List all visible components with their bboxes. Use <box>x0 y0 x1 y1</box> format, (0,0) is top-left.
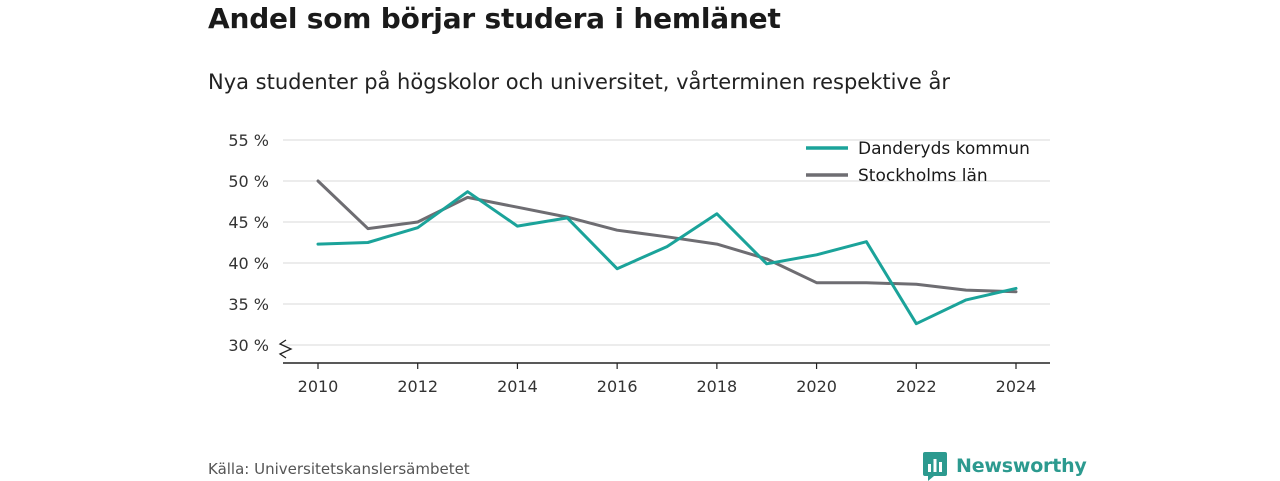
source-note: Källa: Universitetskanslersämbetet <box>208 460 470 478</box>
axes: 30 % 35 % 40 % 45 % 50 % 55 % 2010 2012 2014 2016… <box>228 131 1050 396</box>
legend: Danderyds kommun Stockholms län <box>806 139 1030 186</box>
series-lines <box>316 179 1018 326</box>
chart-subtitle: Nya studenter på högskolor och universit… <box>208 70 950 94</box>
series-line-stockholms-lan <box>316 179 1018 294</box>
series-line-danderyds-kommun <box>316 190 1018 326</box>
brand-logo: Newsworthy <box>922 451 1087 481</box>
y-tick-label: 35 % <box>228 295 269 314</box>
legend-label: Stockholms län <box>858 166 988 186</box>
y-tick-label: 50 % <box>228 172 269 191</box>
x-tick-label: 2016 <box>597 377 638 396</box>
gridlines <box>283 139 1050 346</box>
x-tick-label: 2024 <box>996 377 1037 396</box>
y-tick-label: 30 % <box>228 336 269 355</box>
x-tick-label: 2020 <box>796 377 837 396</box>
axis-break-icon <box>278 339 293 359</box>
y-tick-label: 55 % <box>228 131 269 150</box>
x-tick-label: 2018 <box>696 377 737 396</box>
legend-label: Danderyds kommun <box>858 139 1030 159</box>
x-tick-label: 2012 <box>397 377 438 396</box>
chart-title: Andel som börjar studera i hemlänet <box>208 2 781 35</box>
x-tick-label: 2010 <box>298 377 339 396</box>
x-tick-label: 2014 <box>497 377 538 396</box>
y-tick-label: 45 % <box>228 213 269 232</box>
y-tick-label: 40 % <box>228 254 269 273</box>
bar-chart-bubble-icon <box>923 452 947 481</box>
x-tick-label: 2022 <box>896 377 937 396</box>
brand-name: Newsworthy <box>956 455 1087 477</box>
